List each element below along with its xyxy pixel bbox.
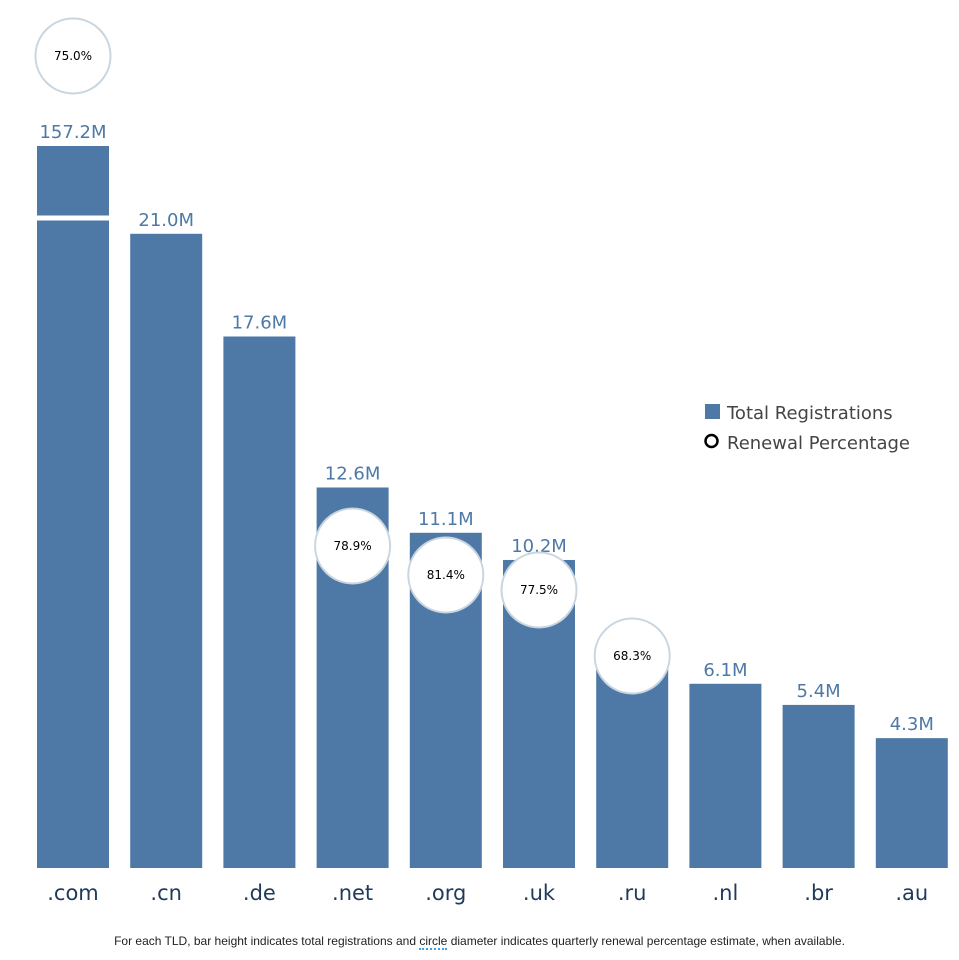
bars-layer <box>37 146 948 869</box>
legend-marker-renewal-percentage <box>704 433 719 449</box>
bar-au <box>875 738 948 868</box>
x-tick-label-com: .com <box>47 881 99 905</box>
renewal-circle-org <box>407 536 485 614</box>
x-tick-label-ru: .ru <box>618 881 647 905</box>
renewal-circle-ru <box>593 617 671 695</box>
bar-value-label-org: 11.1M <box>418 509 474 530</box>
legend-label-renewal-percentage: Renewal Percentage <box>727 433 910 454</box>
bar-value-label-br: 5.4M <box>797 681 841 702</box>
renewal-label-ru: 68.3% <box>613 649 651 663</box>
x-tick-label-org: .org <box>425 881 466 905</box>
x-tick-label-de: .de <box>243 881 276 905</box>
renewal-circle-com <box>34 17 112 95</box>
legend-swatch-total-registrations <box>705 404 720 419</box>
footnote-circle-link[interactable]: circle <box>419 934 448 950</box>
renewal-label-uk: 77.5% <box>520 583 558 597</box>
x-tick-label-br: .br <box>804 881 833 905</box>
legend-label-total-registrations: Total Registrations <box>726 403 893 424</box>
x-tick-label-au: .au <box>895 881 928 905</box>
bar-value-label-cn: 21.0M <box>138 210 194 231</box>
chart-footnote: For each TLD, bar height indicates total… <box>0 934 959 950</box>
renewal-circle-net <box>314 507 392 585</box>
x-tick-label-uk: .uk <box>523 881 556 905</box>
bar-value-label-com: 157.2M <box>39 122 106 143</box>
axis-break-layer <box>36 215 110 221</box>
bar-value-labels: 157.2M21.0M17.6M12.6M11.1M10.2M6.6M6.1M5… <box>39 122 933 735</box>
bar-value-label-de: 17.6M <box>232 312 288 333</box>
renewal-label-org: 81.4% <box>427 568 465 582</box>
renewal-circle-uk <box>500 551 578 629</box>
bar-cn <box>130 233 203 869</box>
bar-value-label-net: 12.6M <box>325 463 381 484</box>
footnote-text-end: diameter indicates quarterly renewal per… <box>447 934 845 948</box>
renewal-circles-layer: 75.0% 78.9% 81.4% 77.5% 68.3% <box>34 17 671 695</box>
x-tick-label-nl: .nl <box>712 881 738 905</box>
axis-break-gap <box>36 215 110 221</box>
bar-com <box>37 146 109 868</box>
bar-value-label-au: 4.3M <box>890 714 934 735</box>
renewal-label-net: 78.9% <box>334 539 372 553</box>
legend: Total Registrations Renewal Percentage <box>704 403 910 454</box>
bar-de <box>223 336 296 869</box>
bar-br <box>782 704 855 868</box>
x-axis-tick-labels: .com .cn .de .net .org .uk .ru .nl .br .au <box>47 881 928 905</box>
footnote-text-start: For each TLD, bar height indicates total… <box>114 934 420 948</box>
x-tick-label-cn: .cn <box>150 881 182 905</box>
bar-nl <box>689 683 762 868</box>
bar-value-label-uk: 10.2M <box>511 536 567 557</box>
x-tick-label-net: .net <box>332 881 373 905</box>
bar-ru <box>596 668 669 868</box>
renewal-label-com: 75.0% <box>54 49 92 63</box>
bar-value-label-nl: 6.1M <box>703 660 747 681</box>
